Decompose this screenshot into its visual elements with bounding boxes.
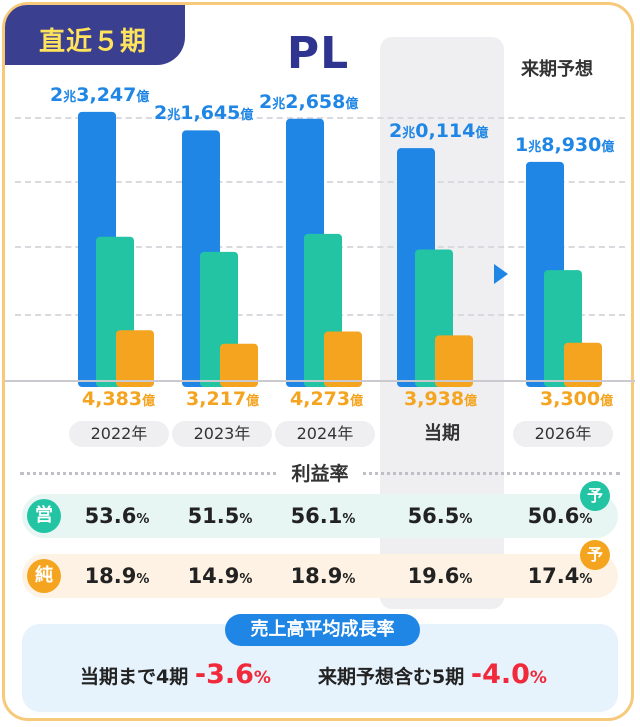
net-profit-label: 3,938億 xyxy=(404,388,478,410)
net-margin-value: 14.9% xyxy=(187,564,253,588)
net-profit-bar xyxy=(324,331,362,387)
net-profit-label: 3,217億 xyxy=(186,388,260,410)
revenue-label: 2兆0,114億 xyxy=(389,120,489,143)
growth-5-period-value: -4.0% xyxy=(470,659,547,690)
forecast-mark-icon: 予 xyxy=(580,481,610,511)
growth-5-period: 来期予想含む5期 -4.0% xyxy=(318,659,547,690)
chart-baseline xyxy=(5,380,635,382)
forecast-arrow-icon xyxy=(494,264,508,284)
gridline xyxy=(15,117,625,119)
net-margin-row: 純 xyxy=(22,554,618,598)
revenue-label: 2兆2,658億 xyxy=(259,90,359,113)
operating-margin-icon: 営 xyxy=(27,499,61,533)
margin-heading: 利益率 xyxy=(0,459,640,486)
growth-4-period-value: -3.6% xyxy=(194,659,271,690)
growth-heading: 売上高平均成長率 xyxy=(225,614,420,646)
net-margin-value: 19.6% xyxy=(407,564,473,588)
net-profit-label: 4,383億 xyxy=(82,388,156,410)
net-margin-value: 18.9% xyxy=(84,564,150,588)
operating-margin-value: 53.6% xyxy=(84,504,150,528)
forecast-mark-icon: 予 xyxy=(580,540,610,570)
revenue-label: 2兆1,645億 xyxy=(154,102,254,125)
year-label-current: 当期 xyxy=(424,423,460,444)
net-margin-icon: 純 xyxy=(27,559,61,593)
chart-title: PL xyxy=(286,28,350,79)
net-profit-bar xyxy=(435,335,473,387)
net-profit-bar xyxy=(564,342,602,387)
operating-margin-value: 51.5% xyxy=(187,504,253,528)
operating-margin-row: 営 xyxy=(22,494,618,538)
year-label: 2022年 xyxy=(69,421,169,447)
year-label-forecast: 2026年 xyxy=(513,421,613,447)
net-profit-bar xyxy=(220,343,258,387)
revenue-label: 1兆8,930億 xyxy=(515,133,615,156)
period-badge-text: 直近５期 xyxy=(39,27,148,57)
forecast-heading: 来期予想 xyxy=(521,59,593,80)
operating-margin-value: 56.5% xyxy=(407,504,473,528)
net-profit-label: 3,300億 xyxy=(540,388,614,410)
growth-4-period: 当期まで4期 -3.6% xyxy=(80,659,271,690)
year-label: 2023年 xyxy=(172,421,272,447)
net-margin-value: 18.9% xyxy=(290,564,356,588)
operating-margin-value: 50.6% xyxy=(527,504,593,528)
operating-margin-value: 56.1% xyxy=(290,504,356,528)
net-margin-value: 17.4% xyxy=(527,564,593,588)
growth-4-period-label: 当期まで4期 xyxy=(80,666,189,688)
period-badge: 直近５期 xyxy=(5,5,185,65)
growth-5-period-label: 来期予想含む5期 xyxy=(318,666,465,688)
revenue-label: 2兆3,247億 xyxy=(50,83,150,106)
year-label: 2024年 xyxy=(275,421,375,447)
net-profit-label: 4,273億 xyxy=(290,388,364,410)
net-profit-bar xyxy=(116,330,154,387)
